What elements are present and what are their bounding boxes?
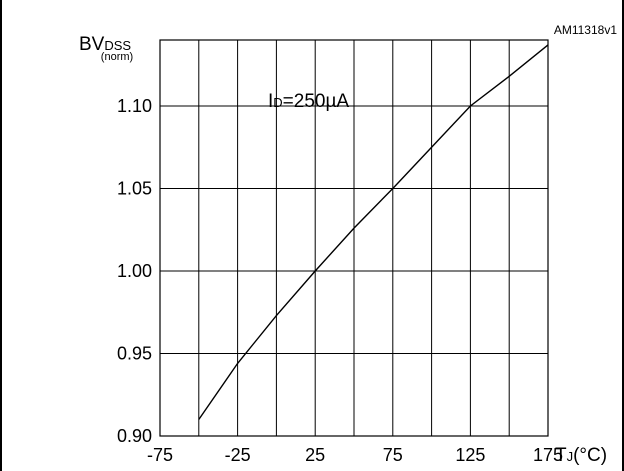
series-layer: [198, 44, 549, 420]
y-axis-label-sub: DSS: [104, 38, 131, 53]
series-annotation: ID=250µA: [268, 91, 349, 112]
x-tick-label: -25: [225, 445, 251, 465]
annotation-main: I: [268, 91, 273, 112]
x-tick-label: 25: [305, 445, 325, 465]
x-tick-label: 75: [383, 445, 403, 465]
right-border: [622, 0, 624, 471]
y-axis-label-main: BV: [79, 34, 105, 55]
x-axis-label-sub: J: [567, 449, 574, 464]
x-axis-label: TJ(°C): [555, 445, 607, 466]
grid: [159, 39, 549, 437]
plot-border: [159, 39, 549, 437]
annotation-sub: D: [273, 95, 282, 110]
y-tick-label: 0.95: [117, 344, 152, 364]
x-tick-label: 175: [533, 445, 563, 465]
y-axis-unit: (norm): [101, 51, 133, 63]
y-tick-label: 1.00: [117, 261, 152, 281]
tick-labels: 0.90 0.95 1.00 1.05 1.10 -75 -25 25 75 125 175: [117, 96, 563, 465]
figure-id: AM11318v1: [554, 23, 617, 37]
x-axis-label-rest: (°C): [573, 445, 607, 466]
y-tick-label: 0.90: [117, 426, 152, 446]
y-axis-label: BVDSS: [79, 34, 131, 55]
x-tick-label: -75: [147, 445, 173, 465]
x-axis-label-main: T: [555, 445, 567, 466]
y-tick-label: 1.05: [117, 179, 152, 199]
annotation-rest: =250µA: [283, 91, 350, 112]
x-tick-label: 125: [455, 445, 485, 465]
series-line: [198, 44, 549, 420]
y-tick-label: 1.10: [117, 96, 152, 116]
left-border: [0, 0, 2, 471]
